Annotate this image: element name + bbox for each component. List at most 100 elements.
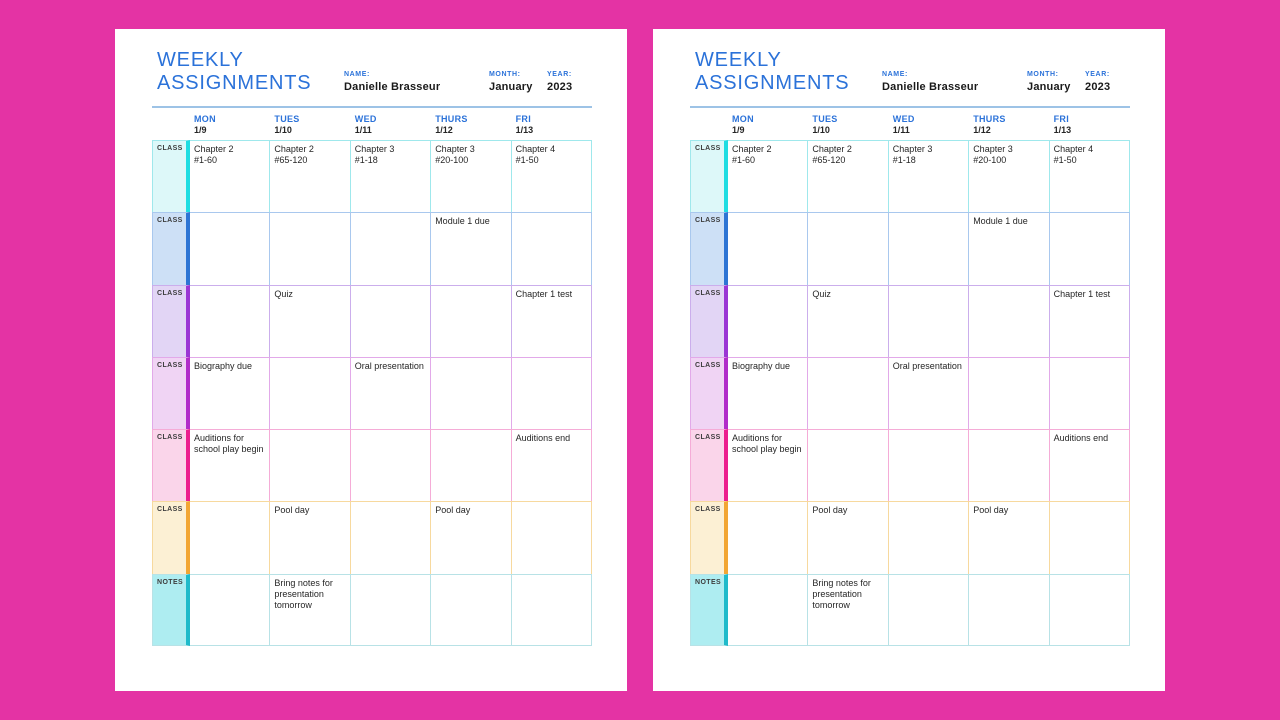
assignment-cell: [511, 212, 592, 285]
assignment-cell: Pool day: [270, 501, 351, 574]
assignment-cell: [190, 284, 271, 357]
assignments-table: CLASS Chapter 2 #1-60 Chapter 2 #65-120 Cha…: [690, 140, 1130, 646]
assignment-cell: Pool day: [431, 501, 512, 574]
row-label-class: CLASS: [152, 284, 190, 357]
row-label-class: CLASS: [690, 284, 728, 357]
assignment-cell: [1049, 212, 1130, 285]
table-row: CLASS Chapter 2 #1-60 Chapter 2 #65-120 Cha…: [152, 140, 592, 213]
day-header-cell: THURS 1/12: [969, 114, 1049, 135]
assignment-cell: [728, 212, 809, 285]
assignment-cell: [969, 356, 1050, 430]
table-row: CLASS Biography due Oral presentation: [152, 356, 592, 430]
assignment-cell: Module 1 due: [431, 212, 512, 285]
month-field: MONTH: January: [489, 71, 533, 93]
assignment-cell: [888, 284, 970, 357]
table-row: CLASS Module 1 due: [690, 212, 1130, 285]
year-label: YEAR:: [547, 71, 572, 78]
day-date: 1/13: [1053, 125, 1072, 135]
assignment-cell: [728, 501, 809, 574]
day-header-cell: THURS 1/12: [431, 114, 511, 135]
month-value: January: [1027, 81, 1071, 93]
assignment-cell: Auditions end: [511, 429, 592, 502]
row-label-class: CLASS: [152, 212, 190, 285]
assignment-cell: Chapter 3 #1-18: [888, 140, 970, 213]
day-header-cell: WED 1/11: [889, 114, 969, 135]
day-date: 1/13: [515, 125, 534, 135]
assignment-cell: [511, 573, 592, 646]
day-date: 1/12: [435, 125, 453, 135]
year-label: YEAR:: [1085, 71, 1110, 78]
year-value: 2023: [1085, 81, 1111, 93]
assignment-cell: [190, 573, 271, 646]
assignment-cell: Quiz: [270, 284, 351, 357]
table-row: CLASS Pool day Pool day: [690, 501, 1130, 574]
row-label-class: CLASS: [152, 356, 190, 430]
row-label-class: CLASS: [690, 140, 728, 213]
day-name: WED: [892, 114, 915, 124]
assignment-cell: [350, 429, 432, 502]
assignment-cell: Auditions end: [1049, 429, 1130, 502]
name-label: NAME:: [344, 71, 370, 78]
assignment-cell: Auditions for school play begin: [728, 429, 809, 502]
row-label-class: CLASS: [690, 429, 728, 502]
title-line-2: ASSIGNMENTS: [157, 72, 312, 94]
day-name: FRI: [1053, 114, 1069, 124]
day-header-spacer: [152, 114, 190, 135]
year-field: YEAR: 2023: [547, 71, 572, 93]
assignment-cell: [728, 284, 809, 357]
header-divider: [690, 106, 1130, 108]
planner-page-right: WEEKLY ASSIGNMENTS NAME: Danielle Brasse…: [653, 29, 1165, 691]
day-date: 1/9: [732, 125, 745, 135]
assignment-cell: Module 1 due: [969, 212, 1050, 285]
assignment-cell: Biography due: [728, 356, 809, 430]
assignment-cell: [888, 212, 970, 285]
planner-page-left: WEEKLY ASSIGNMENTS NAME: Danielle Brasse…: [115, 29, 627, 691]
assignment-cell: Chapter 4 #1-50: [511, 140, 592, 213]
day-date: 1/11: [892, 125, 910, 135]
row-label-class: CLASS: [690, 212, 728, 285]
assignment-cell: Chapter 4 #1-50: [1049, 140, 1130, 213]
row-label-class: CLASS: [152, 501, 190, 574]
assignment-cell: Bring notes for presentation tomorrow: [270, 573, 351, 646]
assignment-cell: [969, 429, 1050, 502]
table-row: CLASS Chapter 2 #1-60 Chapter 2 #65-120 Cha…: [690, 140, 1130, 213]
assignment-cell: [190, 501, 271, 574]
table-row: CLASS Module 1 due: [152, 212, 592, 285]
day-name: TUES: [812, 114, 838, 124]
table-row: NOTES Bring notes for presentation tomorr…: [152, 573, 592, 646]
day-name: FRI: [515, 114, 531, 124]
year-field: YEAR: 2023: [1085, 71, 1110, 93]
day-header-cell: TUES 1/10: [270, 114, 350, 135]
assignment-cell: Biography due: [190, 356, 271, 430]
assignment-cell: [728, 573, 809, 646]
day-name: THURS: [973, 114, 1006, 124]
assignment-cell: [350, 284, 432, 357]
title-line-2: ASSIGNMENTS: [695, 72, 850, 94]
table-row: CLASS Auditions for school play begin Audi…: [690, 429, 1130, 502]
assignment-cell: [808, 212, 889, 285]
day-header-spacer: [690, 114, 728, 135]
table-row: CLASS Quiz Chapter 1 test: [690, 284, 1130, 357]
name-value: Danielle Brasseur: [882, 81, 979, 93]
year-value: 2023: [547, 81, 573, 93]
assignment-cell: [1049, 501, 1130, 574]
assignment-cell: [969, 573, 1050, 646]
name-field: NAME: Danielle Brasseur: [344, 71, 440, 93]
assignment-cell: [1049, 356, 1130, 430]
row-label-notes: NOTES: [690, 573, 728, 646]
assignment-cell: [431, 284, 512, 357]
day-header-cell: FRI 1/13: [512, 114, 592, 135]
day-header-cell: MON 1/9: [728, 114, 808, 135]
assignment-cell: [888, 501, 970, 574]
assignment-cell: Oral presentation: [888, 356, 970, 430]
assignment-cell: [808, 429, 889, 502]
name-field: NAME: Danielle Brasseur: [882, 71, 978, 93]
day-header-cell: FRI 1/13: [1050, 114, 1130, 135]
assignment-cell: [1049, 573, 1130, 646]
assignment-cell: [511, 356, 592, 430]
assignment-cell: Chapter 3 #20-100: [969, 140, 1050, 213]
month-label: MONTH:: [489, 71, 521, 78]
table-row: CLASS Pool day Pool day: [152, 501, 592, 574]
assignment-cell: [350, 501, 432, 574]
